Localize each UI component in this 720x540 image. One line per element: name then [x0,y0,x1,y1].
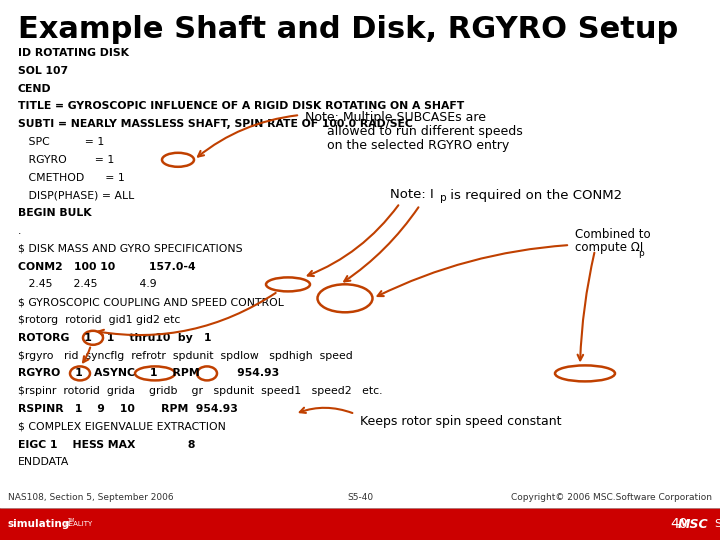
Text: S5-40: S5-40 [347,492,373,502]
Text: Keeps rotor spin speed constant: Keeps rotor spin speed constant [360,415,562,429]
Text: ENDDATA: ENDDATA [18,457,69,468]
Text: CEND: CEND [18,84,52,93]
Text: DISP(PHASE) = ALL: DISP(PHASE) = ALL [18,191,134,200]
Text: ID ROTATING DISK: ID ROTATING DISK [18,48,129,58]
Text: Example Shaft and Disk, RGYRO Setup: Example Shaft and Disk, RGYRO Setup [18,16,678,44]
Text: Note: Multiple SUBCASEs are: Note: Multiple SUBCASEs are [305,111,486,124]
Text: $rgyro   rid  syncflg  refrotr  spdunit  spdlow   spdhigh  speed: $rgyro rid syncflg refrotr spdunit spdlo… [18,350,353,361]
Text: BEGIN BULK: BEGIN BULK [18,208,91,218]
Text: Combined to: Combined to [575,227,651,240]
Text: 40: 40 [670,517,688,531]
Text: EIGC 1    HESS MAX              8: EIGC 1 HESS MAX 8 [18,440,195,450]
Text: Copyright© 2006 MSC.Software Corporation: Copyright© 2006 MSC.Software Corporation [511,492,712,502]
Text: p: p [440,193,446,203]
Text: RSPINR   1    9    10       RPM  954.93: RSPINR 1 9 10 RPM 954.93 [18,404,238,414]
Text: CONM2   100 10         157.0-4: CONM2 100 10 157.0-4 [18,261,196,272]
Text: $rspinr  rotorid  grida    gridb    gr   spdunit  speed1   speed2   etc.: $rspinr rotorid grida gridb gr spdunit s… [18,386,382,396]
Text: RGYRO    1   ASYNC    1    RPM          954.93: RGYRO 1 ASYNC 1 RPM 954.93 [18,368,279,379]
Text: on the selected RGYRO entry: on the selected RGYRO entry [327,138,509,152]
Text: allowed to run different speeds: allowed to run different speeds [327,125,523,138]
Text: simulating: simulating [8,519,71,529]
Text: .: . [18,226,22,236]
Text: is required on the CONM2: is required on the CONM2 [446,188,622,201]
Text: MSC: MSC [678,517,708,530]
Text: 2.45      2.45            4.9: 2.45 2.45 4.9 [18,279,157,289]
Text: Software: Software [714,519,720,529]
Text: SOL 107: SOL 107 [18,66,68,76]
Text: TM: TM [67,517,74,523]
Text: $ COMPLEX EIGENVALUE EXTRACTION: $ COMPLEX EIGENVALUE EXTRACTION [18,422,226,432]
Text: ROTORG    1    1    thru10  by   1: ROTORG 1 1 thru10 by 1 [18,333,212,343]
Text: REALITY: REALITY [64,521,92,527]
Text: CMETHOD      = 1: CMETHOD = 1 [18,173,125,183]
Bar [0,508,720,540]
Text: SUBTI = NEARLY MASSLESS SHAFT, SPIN RATE OF 100.0 RAD/SEC: SUBTI = NEARLY MASSLESS SHAFT, SPIN RATE… [18,119,413,129]
Text: TITLE = GYROSCOPIC INFLUENCE OF A RIGID DISK ROTATING ON A SHAFT: TITLE = GYROSCOPIC INFLUENCE OF A RIGID … [18,102,464,111]
Text: compute ΩI: compute ΩI [575,241,643,254]
Text: Note: I: Note: I [390,188,433,201]
Text: NAS108, Section 5, September 2006: NAS108, Section 5, September 2006 [8,492,174,502]
Text: $ DISK MASS AND GYRO SPECIFICATIONS: $ DISK MASS AND GYRO SPECIFICATIONS [18,244,243,254]
Text: $rotorg  rotorid  gid1 gid2 etc: $rotorg rotorid gid1 gid2 etc [18,315,181,325]
Text: p: p [638,248,644,258]
Text: $ GYROSCOPIC COUPLING AND SPEED CONTROL: $ GYROSCOPIC COUPLING AND SPEED CONTROL [18,297,284,307]
Text: RGYRO        = 1: RGYRO = 1 [18,155,114,165]
Text: SPC          = 1: SPC = 1 [18,137,104,147]
